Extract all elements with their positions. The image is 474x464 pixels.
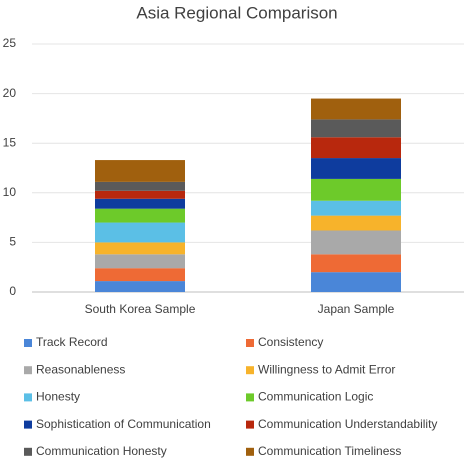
bar-segment: [311, 137, 401, 159]
legend-swatch: [24, 366, 32, 375]
bar-segment: [95, 281, 185, 292]
bar-segment: [95, 198, 185, 209]
legend-swatch: [24, 393, 32, 402]
legend-label: Consistency: [258, 335, 323, 349]
y-tick-label: 10: [3, 185, 17, 199]
bar-segment: [95, 254, 185, 269]
legend-swatch: [246, 339, 254, 347]
legend-label: Communication Honesty: [36, 444, 167, 458]
y-tick-label: 20: [3, 86, 17, 100]
legend-swatch: [246, 447, 254, 456]
y-tick-label: 15: [3, 135, 17, 149]
bar-segment: [311, 272, 401, 292]
bar-segment: [95, 242, 185, 255]
legend-label: Honesty: [36, 390, 80, 404]
bar-segment: [311, 254, 401, 273]
bar-segment: [95, 160, 185, 182]
legend-label: Willingness to Admit Error: [258, 362, 395, 376]
bar-segment: [311, 200, 401, 216]
legend-label: Reasonableness: [36, 362, 125, 376]
x-tick-label: South Korea Sample: [85, 302, 196, 316]
bar-segment: [311, 119, 401, 138]
bar-segment: [95, 222, 185, 243]
legend-swatch: [246, 366, 254, 375]
x-tick-label: Japan Sample: [318, 302, 395, 316]
bar-segment: [95, 181, 185, 191]
legend-label: Sophistication of Communication: [36, 417, 211, 431]
bar-segment: [311, 178, 401, 201]
legend-swatch: [246, 393, 254, 402]
legend-label: Communication Logic: [258, 390, 373, 404]
legend-swatch: [24, 339, 32, 347]
y-tick-label: 5: [9, 235, 16, 249]
legend-swatch: [246, 420, 254, 429]
chart-title: Asia Regional Comparison: [136, 3, 337, 22]
bar-segment: [311, 230, 401, 255]
bar-segment: [311, 215, 401, 231]
bar-segment: [95, 268, 185, 282]
y-tick-label: 0: [9, 284, 16, 298]
legend-label: Track Record: [36, 335, 108, 349]
bar-segment: [95, 190, 185, 199]
legend-label: Communication Timeliness: [258, 444, 401, 458]
bar-segment: [311, 158, 401, 179]
bar-segment: [311, 98, 401, 120]
bar-segment: [95, 208, 185, 223]
y-tick-label: 25: [3, 36, 17, 50]
legend-swatch: [24, 420, 32, 429]
legend-swatch: [24, 447, 32, 456]
legend-label: Communication Understandability: [258, 417, 437, 431]
